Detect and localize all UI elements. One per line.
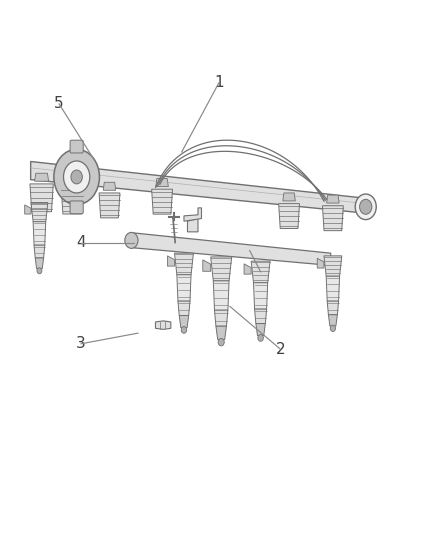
Polygon shape	[215, 310, 228, 326]
Polygon shape	[178, 301, 190, 316]
Polygon shape	[30, 184, 53, 212]
Text: 6: 6	[256, 264, 265, 279]
FancyBboxPatch shape	[70, 140, 83, 153]
Text: 4: 4	[76, 235, 86, 250]
Polygon shape	[327, 195, 339, 203]
Polygon shape	[33, 222, 46, 245]
Polygon shape	[256, 324, 265, 336]
Polygon shape	[211, 257, 232, 281]
Polygon shape	[152, 189, 173, 214]
Polygon shape	[324, 256, 342, 276]
Polygon shape	[328, 314, 337, 326]
Polygon shape	[31, 161, 366, 213]
Circle shape	[181, 327, 187, 333]
Polygon shape	[34, 245, 45, 258]
Polygon shape	[35, 258, 44, 269]
Circle shape	[258, 335, 263, 341]
Circle shape	[71, 170, 82, 184]
Polygon shape	[251, 261, 270, 282]
Polygon shape	[283, 193, 295, 201]
Text: 2: 2	[276, 342, 285, 357]
Circle shape	[330, 325, 336, 332]
Circle shape	[125, 232, 138, 248]
Polygon shape	[66, 177, 79, 185]
Polygon shape	[134, 233, 331, 265]
FancyBboxPatch shape	[70, 201, 83, 214]
Polygon shape	[103, 182, 116, 190]
Circle shape	[360, 199, 372, 214]
Circle shape	[64, 161, 90, 193]
Polygon shape	[184, 208, 201, 221]
Text: 5: 5	[54, 96, 64, 111]
Polygon shape	[35, 173, 49, 181]
Polygon shape	[177, 274, 191, 301]
Text: 1: 1	[214, 75, 224, 90]
Polygon shape	[167, 256, 174, 266]
Polygon shape	[61, 188, 83, 214]
Polygon shape	[174, 253, 194, 274]
Polygon shape	[326, 276, 339, 301]
Polygon shape	[155, 321, 171, 329]
Polygon shape	[99, 193, 120, 218]
Circle shape	[37, 268, 42, 274]
Polygon shape	[203, 260, 211, 271]
Polygon shape	[322, 206, 343, 231]
Polygon shape	[213, 281, 229, 310]
Polygon shape	[156, 179, 168, 187]
Polygon shape	[31, 203, 48, 222]
Circle shape	[355, 194, 376, 220]
Circle shape	[218, 338, 224, 346]
Polygon shape	[254, 309, 267, 324]
Polygon shape	[254, 282, 268, 309]
Polygon shape	[179, 316, 189, 327]
Polygon shape	[187, 219, 198, 232]
Circle shape	[54, 149, 99, 205]
Polygon shape	[244, 264, 251, 274]
Polygon shape	[317, 259, 324, 268]
Polygon shape	[279, 204, 300, 229]
Text: 3: 3	[76, 336, 86, 351]
Polygon shape	[327, 301, 339, 314]
Polygon shape	[25, 205, 31, 214]
Polygon shape	[216, 326, 226, 340]
